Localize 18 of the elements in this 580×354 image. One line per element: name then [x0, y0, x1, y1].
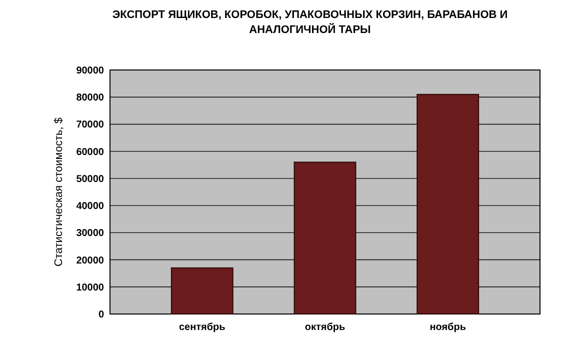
- y-tick-label: 60000: [76, 146, 104, 158]
- x-tick-label: сентябрь: [178, 322, 226, 333]
- y-tick-label: 50000: [76, 174, 104, 185]
- bar: [416, 94, 480, 314]
- y-axis-title: Статистическая стоимость, $: [53, 118, 65, 266]
- y-tick-label: 40000: [76, 201, 104, 212]
- y-tick-label: 0: [98, 310, 104, 320]
- y-tick-label: 10000: [76, 282, 104, 294]
- y-tick-label: 70000: [76, 120, 104, 131]
- y-tick-label: 20000: [76, 255, 104, 266]
- chart-title: ЭКСПОРТ ЯЩИКОВ, КОРОБОК, УПАКОВОЧНЫХ КОРЗИН, БАРАБАНОВ И АНАЛОГИЧНОЙ ТАРЫ: [112, 9, 508, 36]
- bar: [294, 162, 356, 314]
- x-tick-label: октябрь: [304, 322, 346, 333]
- y-tick-label: 80000: [76, 92, 104, 104]
- y-tick-label: 30000: [76, 228, 104, 240]
- x-tick-label: ноябрь: [430, 322, 466, 333]
- bar: [170, 267, 234, 314]
- y-tick-label: 90000: [76, 66, 104, 76]
